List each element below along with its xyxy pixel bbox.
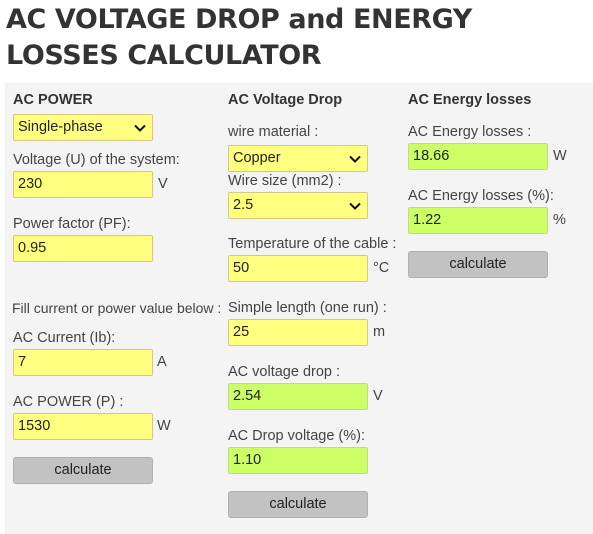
energy-losses-percent-output[interactable]: 1.22 <box>408 207 548 234</box>
page-title: AC VOLTAGE DROP and ENERGY LOSSES CALCUL… <box>6 4 472 71</box>
chevron-down-icon <box>349 155 361 163</box>
energy-losses-output[interactable]: 18.66 <box>408 143 548 170</box>
ac-current-label: AC Current (Ib): <box>13 330 116 346</box>
energy-losses-label: AC Energy losses : <box>408 124 532 140</box>
ac-current-unit: A <box>157 354 167 370</box>
length-label: Simple length (one run) : <box>228 300 387 316</box>
drop-percent-label: AC Drop voltage (%): <box>228 428 365 444</box>
voltage-drop-label: AC voltage drop : <box>228 364 341 380</box>
wire-material-label: wire material : <box>228 124 319 140</box>
energy-losses-percent-unit: % <box>553 212 566 228</box>
voltage-unit: V <box>158 176 168 192</box>
length-input[interactable]: 25 <box>228 319 368 346</box>
energy-losses-unit: W <box>553 148 567 164</box>
power-factor-label: Power factor (PF): <box>13 216 131 232</box>
wire-material-select[interactable]: Copper <box>228 145 368 172</box>
energy-losses-percent-label: AC Energy losses (%): <box>408 188 554 204</box>
drop-percent-output[interactable]: 1.10 <box>228 447 368 474</box>
energy-losses-heading: AC Energy losses <box>408 92 532 108</box>
chevron-down-icon <box>349 202 361 210</box>
voltage-drop-unit: V <box>373 388 383 404</box>
wire-size-label: Wire size (mm2) : <box>228 173 342 189</box>
wire-material-value: Copper <box>233 150 281 166</box>
voltage-drop-heading: AC Voltage Drop <box>228 92 343 108</box>
chevron-down-icon <box>134 124 146 132</box>
calculate-power-button[interactable]: calculate <box>13 457 153 484</box>
voltage-input[interactable]: 230 <box>13 171 153 198</box>
voltage-drop-output[interactable]: 2.54 <box>228 383 368 410</box>
temperature-label: Temperature of the cable : <box>228 236 397 252</box>
power-factor-input[interactable]: 0.95 <box>13 235 153 262</box>
ac-power-unit: W <box>157 418 171 434</box>
calculate-voltage-drop-button[interactable]: calculate <box>228 491 368 518</box>
calculate-energy-losses-button[interactable]: calculate <box>408 251 548 278</box>
phase-select[interactable]: Single-phase <box>13 114 153 141</box>
temperature-unit: °C <box>373 260 390 276</box>
ac-power-input[interactable]: 1530 <box>13 413 153 440</box>
temperature-input[interactable]: 50 <box>228 255 368 282</box>
voltage-label: Voltage (U) of the system: <box>13 152 180 168</box>
ac-current-input[interactable]: 7 <box>13 349 153 376</box>
length-unit: m <box>373 324 386 340</box>
phase-select-value: Single-phase <box>18 119 103 135</box>
wire-size-value: 2.5 <box>233 197 254 213</box>
wire-size-select[interactable]: 2.5 <box>228 192 368 219</box>
ac-power-heading: AC POWER <box>13 92 93 108</box>
ac-power-label: AC POWER (P) : <box>13 394 124 410</box>
fill-note: Fill current or power value below : <box>12 300 222 316</box>
